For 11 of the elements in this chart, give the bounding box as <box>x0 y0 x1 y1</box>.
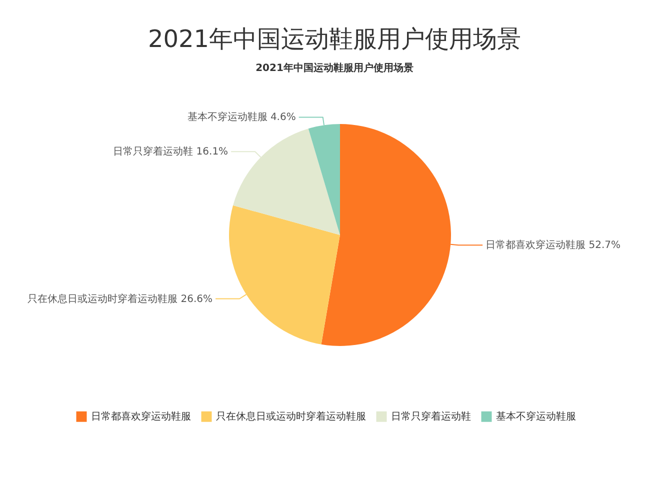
legend-label: 日常都喜欢穿运动鞋服 <box>91 410 191 423</box>
chart-title: 2021年中国运动鞋服用户使用场景 <box>148 25 522 53</box>
pie-slice <box>233 128 340 235</box>
category-label: 只在休息日或运动时穿着运动鞋服 26.6% <box>28 294 213 305</box>
category-label: 基本不穿运动鞋服 4.6% <box>187 112 296 124</box>
category-label: 日常都喜欢穿运动鞋服 52.7% <box>486 240 621 252</box>
legend-label: 只在休息日或运动时穿着运动鞋服 <box>216 410 366 423</box>
legend-label: 日常只穿着运动鞋 <box>391 410 471 423</box>
legend-label: 基本不穿运动鞋服 <box>496 410 576 423</box>
category-label: 日常只穿着运动鞋 16.1% <box>113 146 228 158</box>
chart-subtitle: 2021年中国运动鞋服用户使用场景 <box>256 62 414 74</box>
